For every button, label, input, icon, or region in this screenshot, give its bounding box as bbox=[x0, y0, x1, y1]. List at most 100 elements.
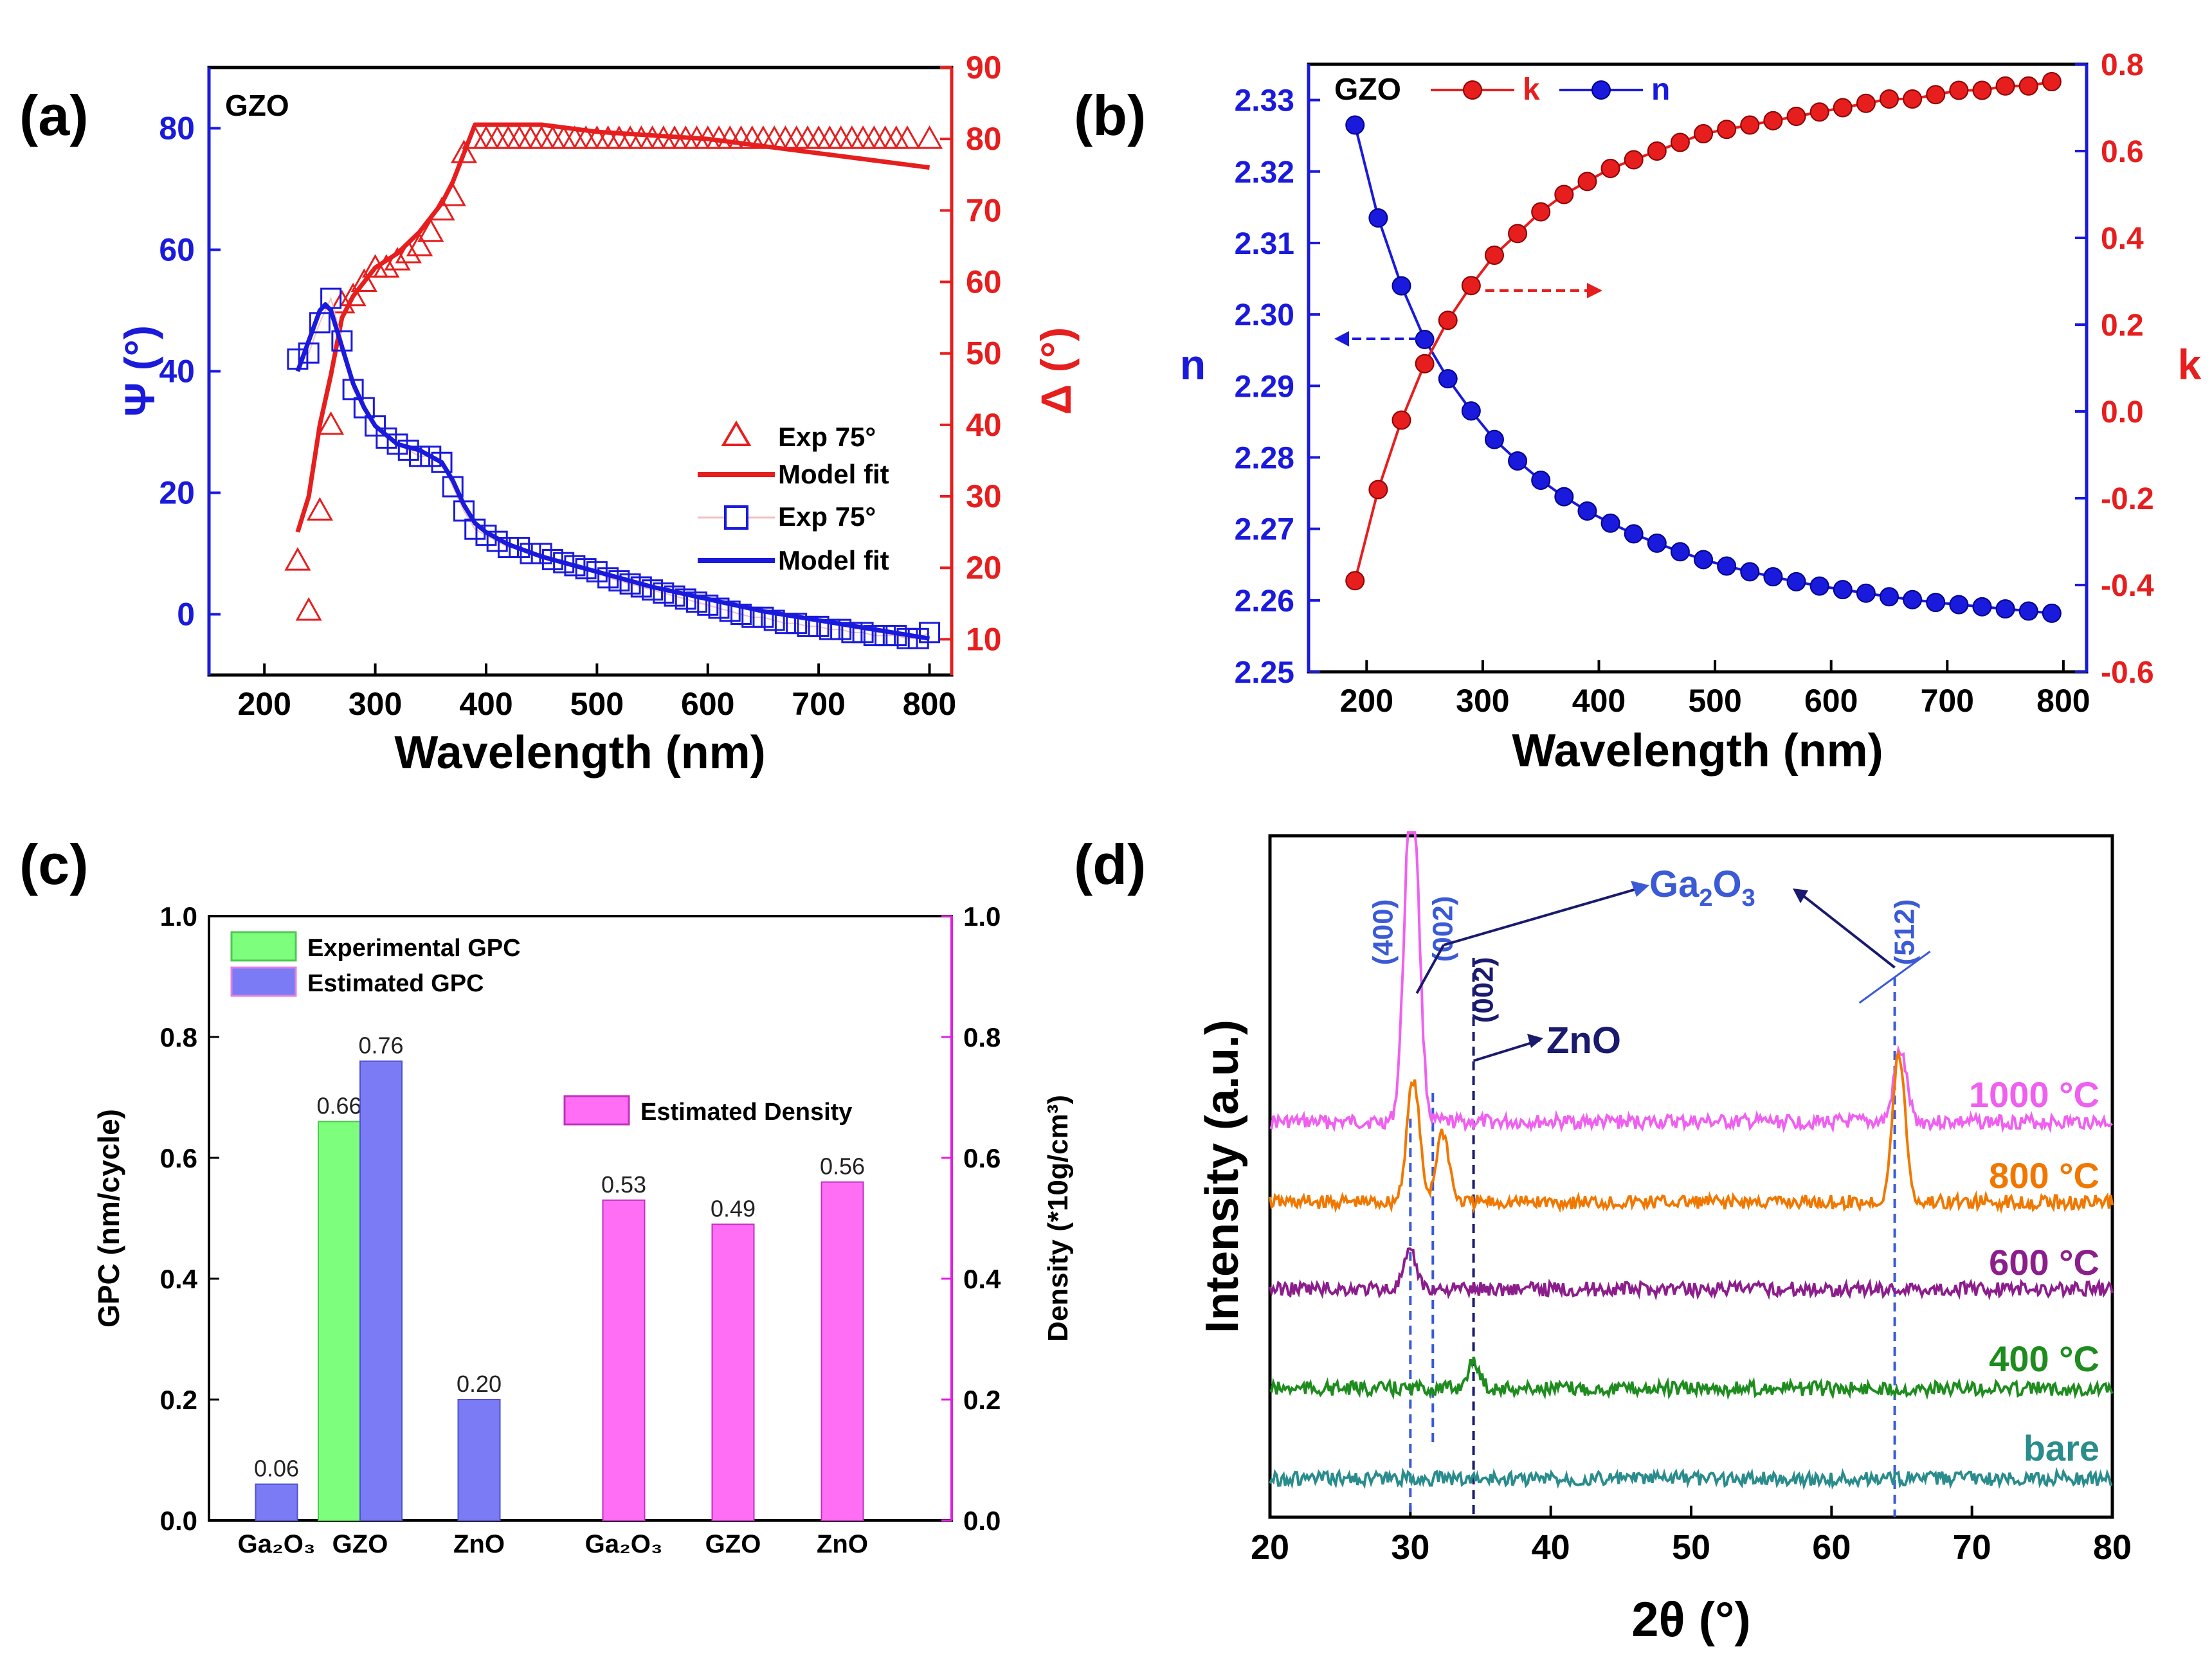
data-point-square bbox=[830, 618, 852, 640]
x-tick-label: 300 bbox=[349, 686, 402, 722]
data-point-n bbox=[1833, 580, 1853, 600]
data-point-k bbox=[1879, 89, 1899, 109]
y-tick-label-left: 80 bbox=[159, 111, 195, 147]
legend-label-fit-delta: Model fit bbox=[778, 459, 889, 489]
series-label: 800 °C bbox=[1989, 1155, 2099, 1196]
data-point-triangle bbox=[617, 125, 644, 149]
x-category-label: Ga₂O₃ bbox=[238, 1530, 316, 1558]
y-tick-label-left: 60 bbox=[159, 232, 195, 268]
y-tick-label-left: 2.30 bbox=[1235, 298, 1294, 332]
data-point-square bbox=[841, 622, 863, 644]
data-point-triangle bbox=[894, 125, 921, 149]
panel-d: 20 30 40 50 60 70 80 1000 °C 800 °C 600 °C 400 °C… bbox=[1197, 831, 2132, 1647]
y-tick-label-left: 0.8 bbox=[160, 1022, 197, 1052]
legend-swatch-experimental bbox=[230, 931, 297, 962]
bar-value-label: 0.53 bbox=[601, 1171, 646, 1198]
data-point-n bbox=[1786, 572, 1806, 591]
data-point-triangle bbox=[860, 125, 887, 149]
data-point-n bbox=[1856, 583, 1876, 603]
data-point-n bbox=[1809, 576, 1829, 596]
data-point-triangle bbox=[528, 125, 555, 149]
legend-marker-square bbox=[724, 505, 748, 530]
y-axis-label-left-b: n bbox=[1180, 341, 1206, 388]
series-label: bare bbox=[2024, 1428, 2099, 1468]
data-point-triangle bbox=[628, 125, 655, 149]
bar-value-label: 0.49 bbox=[711, 1195, 756, 1221]
y-tick-label-right: 30 bbox=[966, 478, 1002, 514]
x-tick-label: 700 bbox=[792, 686, 845, 722]
ga2o3-label-part: 2 bbox=[1699, 885, 1712, 912]
data-point-square bbox=[819, 618, 840, 640]
y-tick-label-left: 2.31 bbox=[1235, 227, 1294, 261]
xrd-pattern bbox=[1269, 1247, 2114, 1301]
data-point-square bbox=[919, 622, 941, 644]
data-point-k bbox=[1461, 276, 1481, 296]
y-tick-label-right: 0.6 bbox=[963, 1143, 1001, 1173]
data-point-n bbox=[1926, 593, 1946, 613]
ga2o3-label: Ga2O3 bbox=[1649, 863, 1755, 912]
series-a bbox=[284, 122, 943, 649]
data-point-n bbox=[1995, 599, 2015, 619]
data-point-n bbox=[1438, 369, 1458, 389]
arrow-to-zno bbox=[1473, 1039, 1541, 1062]
bar-value-label: 0.66 bbox=[316, 1093, 361, 1119]
series-psi-exp bbox=[287, 287, 941, 649]
y-tick-label-right: 20 bbox=[966, 550, 1002, 586]
bar bbox=[359, 1060, 403, 1521]
data-point-k bbox=[1694, 124, 1714, 143]
annotation-tick bbox=[1858, 950, 1931, 1004]
series-line-k bbox=[1354, 80, 2053, 581]
data-point-k bbox=[1717, 120, 1737, 140]
data-point-k bbox=[1740, 115, 1760, 135]
y-ticks-left-a: 0 20 40 60 80 bbox=[159, 111, 221, 633]
data-point-square bbox=[719, 600, 741, 622]
legend-swatch-density bbox=[563, 1095, 630, 1126]
data-point-triangle bbox=[473, 125, 500, 149]
data-point-square bbox=[431, 451, 453, 473]
data-point-n bbox=[1670, 542, 1690, 562]
bar-value-label: 0.20 bbox=[457, 1371, 502, 1397]
data-point-triangle bbox=[395, 239, 422, 264]
data-point-n bbox=[1368, 208, 1388, 228]
arrow-to-ga2o3 bbox=[1443, 886, 1644, 946]
x-tick-label: 200 bbox=[237, 686, 291, 722]
plot-frame-a bbox=[207, 66, 954, 677]
fit-line bbox=[295, 122, 930, 533]
data-point-n bbox=[1484, 429, 1504, 449]
x-tick-label: 40 bbox=[1532, 1528, 1570, 1567]
data-point-triangle bbox=[883, 125, 910, 149]
bar-value-label: 0.76 bbox=[358, 1032, 403, 1059]
data-point-square bbox=[708, 597, 730, 619]
data-point-triangle bbox=[805, 125, 832, 149]
y-tick-label-left: 0.6 bbox=[160, 1143, 197, 1173]
panel-label-c: (c) bbox=[19, 833, 89, 896]
x-labels-c: Ga₂O₃ GZO ZnO Ga₂O₃ GZO ZnO bbox=[238, 1530, 868, 1558]
data-point-square bbox=[541, 548, 563, 570]
y-tick-label-right: 50 bbox=[966, 336, 1002, 372]
y-tick-label-left: 0.4 bbox=[160, 1264, 198, 1294]
series-label: 600 °C bbox=[1989, 1242, 2099, 1283]
ga2o3-label-part: 3 bbox=[1742, 885, 1755, 912]
y-tick-label-left: 2.32 bbox=[1235, 156, 1294, 190]
data-point-triangle bbox=[340, 282, 367, 307]
y-tick-label-left: 40 bbox=[159, 354, 195, 390]
bar bbox=[820, 1181, 864, 1521]
y-axis-label-right-a: Δ (°) bbox=[1032, 327, 1080, 415]
bar-value-label: 0.56 bbox=[820, 1153, 865, 1180]
data-point-k bbox=[1577, 172, 1597, 192]
data-point-triangle bbox=[783, 125, 810, 149]
data-point-square bbox=[697, 594, 719, 616]
y-tick-label-right: 1.0 bbox=[963, 901, 1001, 932]
data-point-k bbox=[1392, 410, 1411, 430]
x-category-label: ZnO bbox=[453, 1530, 505, 1558]
x-category-label: ZnO bbox=[817, 1530, 868, 1558]
legend-label-exp-psi: Exp 75° bbox=[778, 501, 876, 532]
x-tick-label: 600 bbox=[1804, 683, 1858, 719]
x-category-label: GZO bbox=[705, 1530, 761, 1558]
legend-label-fit-psi: Model fit bbox=[778, 545, 889, 575]
data-point-square bbox=[365, 415, 386, 437]
data-point-k bbox=[1531, 202, 1551, 222]
peak-annotation: (400) bbox=[1367, 899, 1399, 966]
series-label: 1000 °C bbox=[1969, 1074, 2099, 1115]
data-point-triangle bbox=[916, 125, 943, 149]
